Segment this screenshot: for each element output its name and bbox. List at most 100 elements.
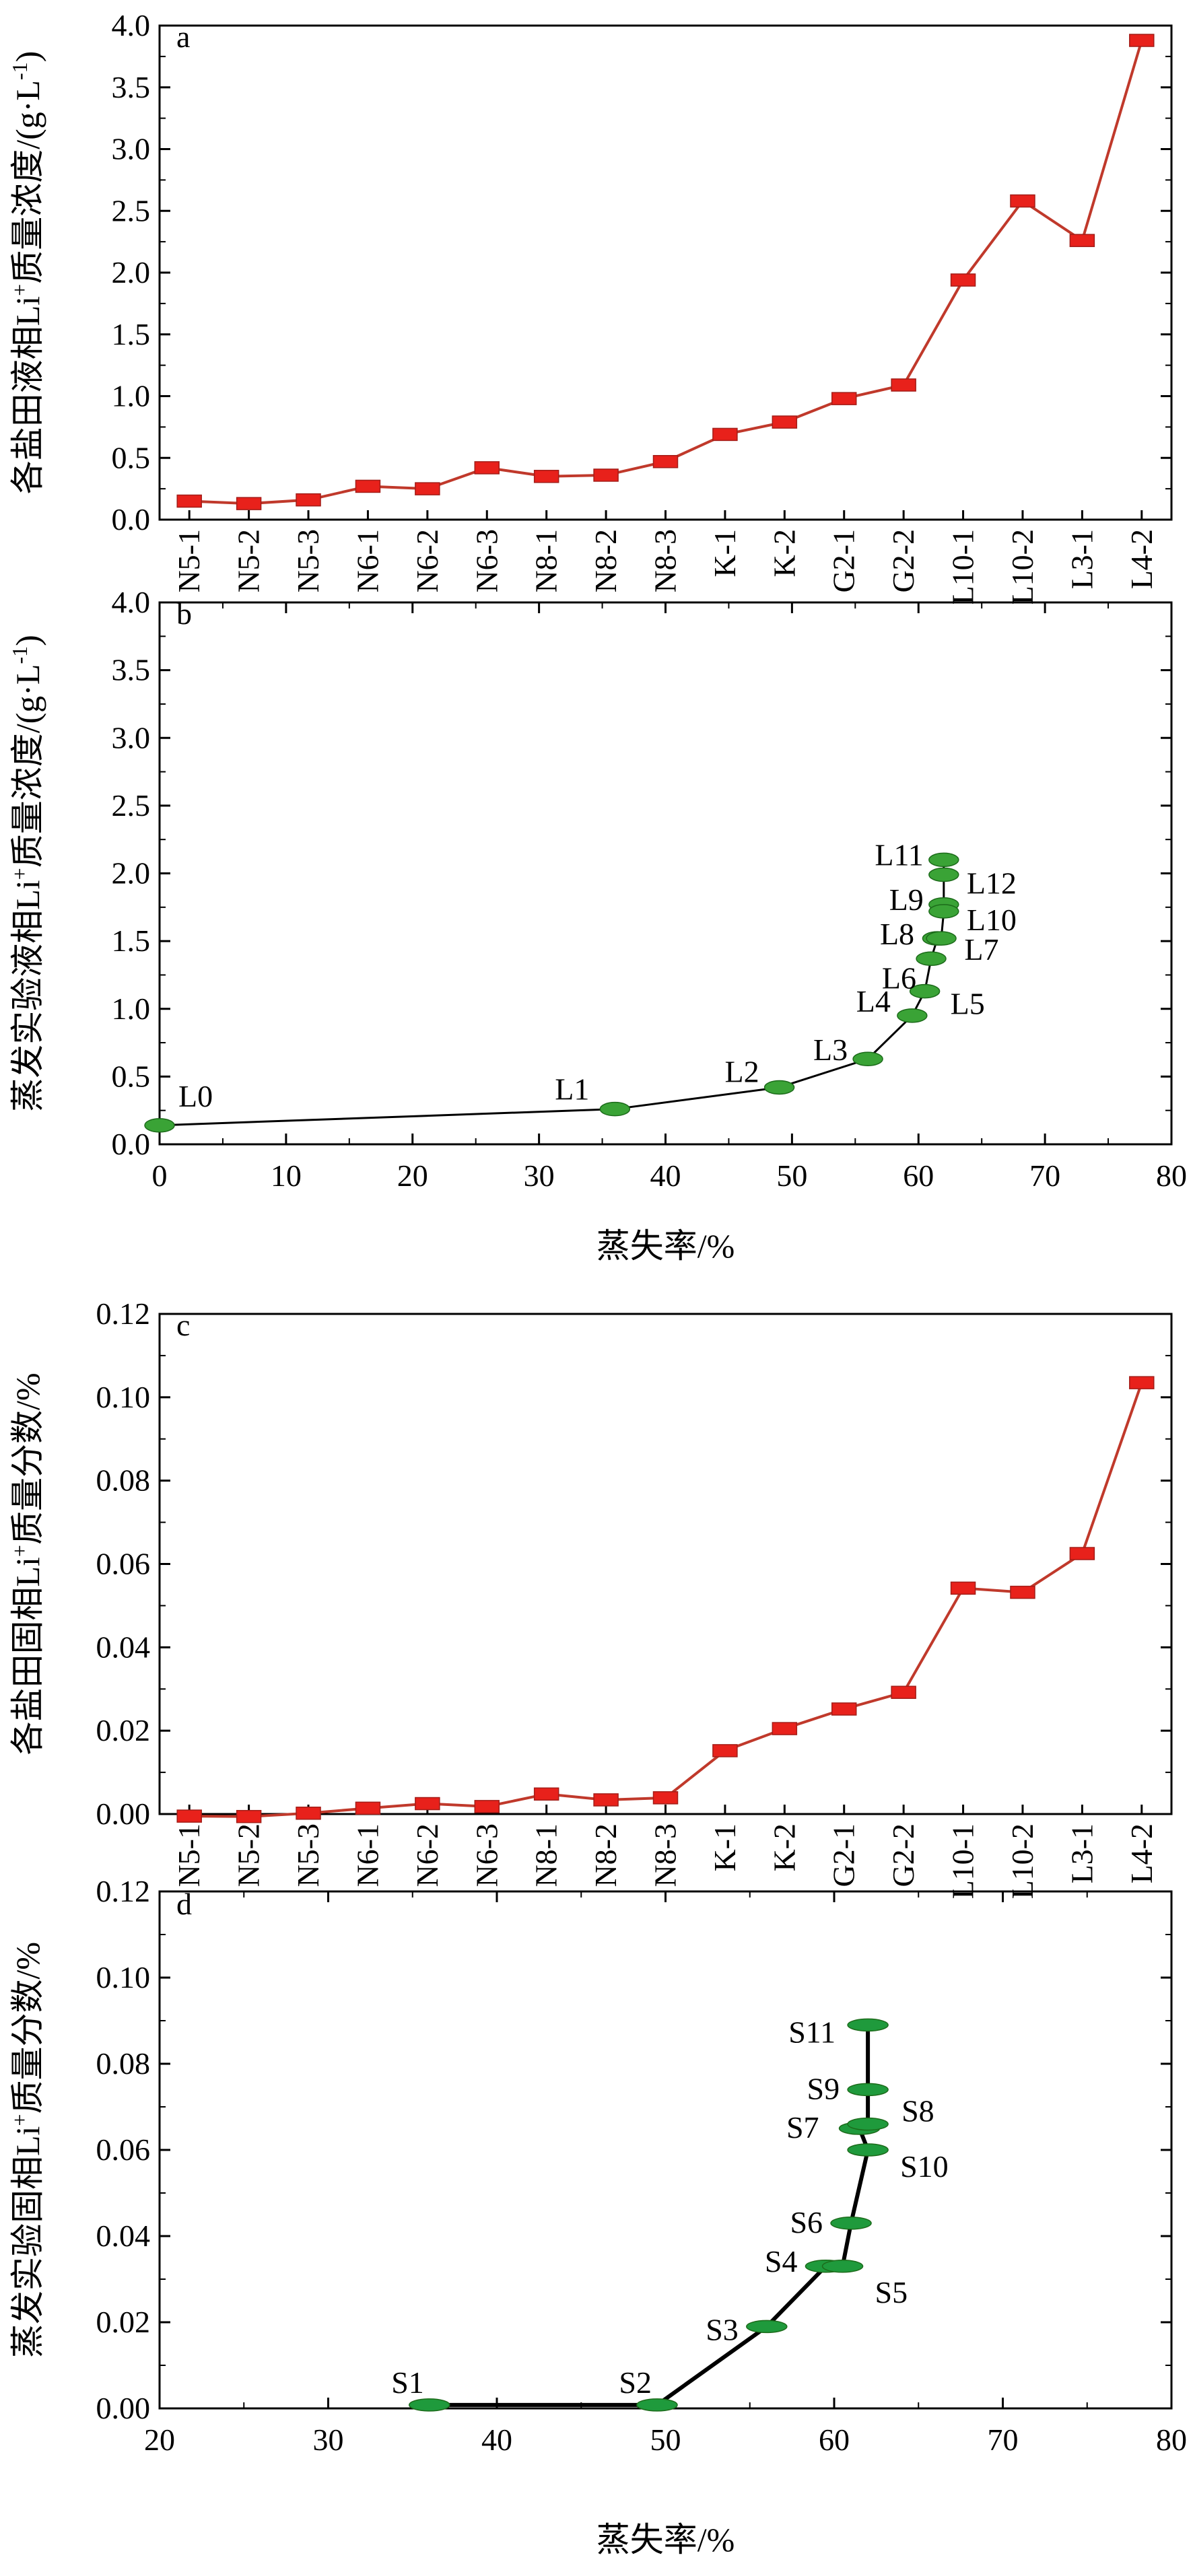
point-label-L11: L11 bbox=[875, 837, 923, 872]
data-point-L4 bbox=[897, 1008, 928, 1023]
y-tick-label: 0.0 bbox=[112, 502, 151, 536]
x-tick-label: L10-1 bbox=[946, 1823, 980, 1899]
y-tick-label: 3.5 bbox=[112, 70, 151, 104]
y-label-tail: 质量分数/% bbox=[9, 1372, 46, 1545]
x-tick-label: 60 bbox=[903, 1158, 934, 1193]
y-label-main: 蒸发实验固相Li bbox=[9, 2126, 46, 2358]
data-point-L3-1 bbox=[1069, 1547, 1095, 1560]
x-tick-label: G2-1 bbox=[827, 529, 861, 593]
x-tick-label: L4-2 bbox=[1124, 1823, 1159, 1883]
point-label-S4: S4 bbox=[765, 2244, 798, 2278]
x-tick-label: 80 bbox=[1156, 1158, 1187, 1193]
x-tick-label: N5-2 bbox=[232, 1823, 266, 1887]
x-tick-label: N6-2 bbox=[410, 529, 444, 593]
point-label-L2: L2 bbox=[724, 1054, 759, 1088]
point-label-L10: L10 bbox=[967, 903, 1017, 937]
x-axis-label: 蒸失率/% bbox=[596, 1227, 735, 1265]
data-point-K-2 bbox=[772, 1722, 798, 1735]
y-tick-label: 0.5 bbox=[112, 440, 151, 475]
y-label-close: ) bbox=[9, 51, 46, 63]
data-point-K-1 bbox=[712, 427, 738, 442]
y-tick-label: 0.10 bbox=[96, 1960, 151, 1994]
y-tick-label: 3.0 bbox=[112, 132, 151, 166]
y-tick-label: 0.02 bbox=[96, 2305, 151, 2339]
point-label-S7: S7 bbox=[786, 2110, 819, 2145]
data-point-K-2 bbox=[772, 415, 798, 429]
y-tick-label: 0.02 bbox=[96, 1713, 151, 1747]
data-point-L11 bbox=[928, 852, 959, 868]
x-tick-label: N5-1 bbox=[172, 529, 206, 593]
y-label-close: ) bbox=[9, 635, 46, 646]
y-label-sup: + bbox=[7, 868, 32, 880]
y-tick-label: 0.10 bbox=[96, 1380, 151, 1414]
data-point-L10-2 bbox=[1010, 1585, 1035, 1599]
data-point-N5-3 bbox=[296, 493, 321, 507]
data-point-N6-1 bbox=[355, 479, 381, 493]
x-tick-label: G2-1 bbox=[827, 1823, 861, 1887]
data-point-L8 bbox=[926, 931, 957, 946]
x-tick-label: L3-1 bbox=[1064, 1823, 1099, 1883]
point-label-L3: L3 bbox=[813, 1033, 848, 1067]
point-label-L1: L1 bbox=[555, 1072, 589, 1107]
x-tick-label: N6-3 bbox=[469, 1823, 504, 1887]
data-point-L10-1 bbox=[950, 273, 976, 287]
x-tick-label: K-1 bbox=[708, 529, 742, 578]
y-label-tail: 质量浓度/(g·L bbox=[9, 664, 46, 868]
x-tick-label: N8-3 bbox=[648, 529, 683, 593]
y-label-main: 各盐田液相Li bbox=[9, 296, 46, 494]
plot-frame bbox=[158, 24, 1173, 521]
data-point-L6 bbox=[916, 951, 947, 967]
y-label-main: 各盐田固相Li bbox=[9, 1557, 46, 1755]
x-tick-label: K-1 bbox=[708, 1823, 742, 1872]
data-point-K-1 bbox=[712, 1744, 738, 1757]
y-tick-label: 1.5 bbox=[112, 924, 151, 958]
point-label-S5: S5 bbox=[875, 2275, 908, 2309]
data-point-L0 bbox=[144, 1118, 175, 1133]
y-label-sup: + bbox=[7, 1545, 32, 1557]
data-point-S5 bbox=[821, 2260, 864, 2273]
point-label-S8: S8 bbox=[901, 2094, 934, 2128]
data-point-N5-1 bbox=[176, 494, 202, 508]
plot-frame bbox=[158, 1313, 1173, 1815]
x-tick-label: N5-1 bbox=[172, 1823, 206, 1887]
data-point-L10 bbox=[928, 904, 959, 919]
x-tick-label: 70 bbox=[988, 2423, 1019, 2457]
point-label-L9: L9 bbox=[889, 882, 924, 917]
panel-c: c 0.00 0.02 0.04 0.06 0.08 0.10 0.12 各盐田固相Li+质量分… bbox=[7, 1296, 1173, 1899]
y-tick-label: 2.0 bbox=[112, 255, 151, 289]
y-axis-label: 各盐田固相Li+质量分数/% bbox=[7, 1372, 46, 1755]
y-tick-label: 0.5 bbox=[112, 1059, 151, 1093]
y-tick-label: 2.0 bbox=[112, 856, 151, 891]
x-tick-label: N5-2 bbox=[232, 529, 266, 593]
data-point-S9 bbox=[847, 2083, 889, 2097]
x-tick-label: 60 bbox=[819, 2423, 850, 2457]
x-tick-label: N5-3 bbox=[291, 529, 325, 593]
y-tick-label: 0.00 bbox=[96, 1797, 151, 1831]
panel-letter: c bbox=[176, 1308, 190, 1342]
y-tick-label: 1.5 bbox=[112, 317, 151, 351]
point-label-S2: S2 bbox=[619, 2365, 652, 2400]
y-axis-label: 蒸发实验固相Li+质量分数/% bbox=[7, 1942, 46, 2358]
y-tick-label: 1.0 bbox=[112, 991, 151, 1026]
data-point-N6-2 bbox=[415, 482, 440, 495]
data-point-N5-2 bbox=[236, 1809, 262, 1823]
data-point-L3 bbox=[852, 1051, 883, 1066]
y-label-sup: + bbox=[7, 2114, 32, 2126]
x-tick-label: 40 bbox=[481, 2423, 512, 2457]
series-line bbox=[189, 1382, 1143, 1818]
point-label-S11: S11 bbox=[788, 2015, 836, 2049]
y-label-main: 蒸发实验液相Li bbox=[9, 880, 46, 1111]
data-point-N8-2 bbox=[593, 468, 619, 482]
y-tick-label: 4.0 bbox=[112, 8, 151, 42]
x-tick-label: G2-2 bbox=[886, 1823, 920, 1887]
point-label-L12: L12 bbox=[967, 866, 1017, 901]
x-tick-label: L10-2 bbox=[1005, 1823, 1039, 1899]
x-tick-label: L3-1 bbox=[1064, 529, 1099, 589]
y-tick-label: 0.08 bbox=[96, 2046, 151, 2081]
data-point-N8-3 bbox=[652, 1791, 679, 1805]
point-label-L0: L0 bbox=[178, 1079, 213, 1113]
x-tick-label: 30 bbox=[524, 1158, 555, 1193]
panel-letter: b bbox=[176, 596, 192, 631]
y-tick-label: 1.0 bbox=[112, 379, 151, 413]
